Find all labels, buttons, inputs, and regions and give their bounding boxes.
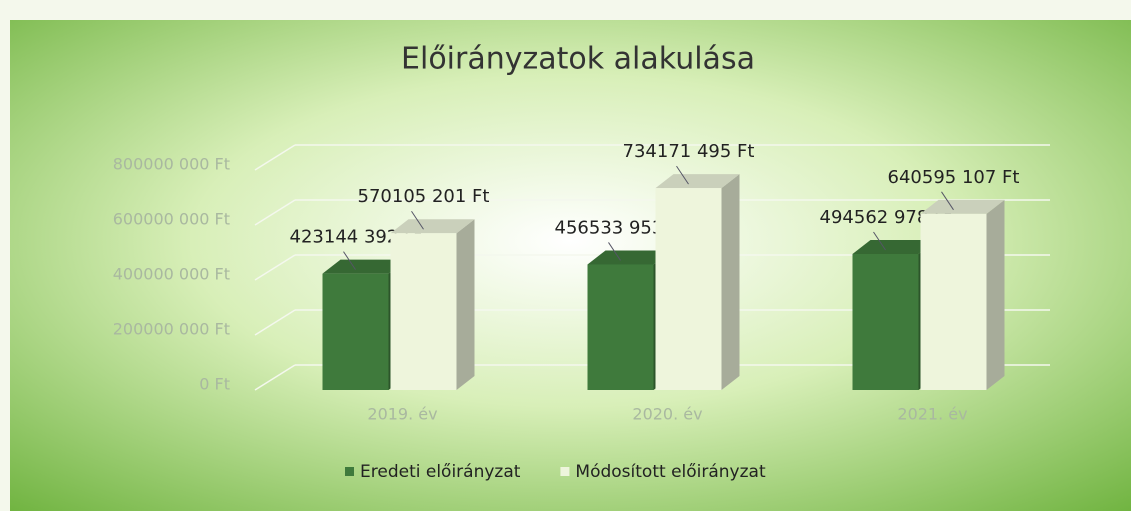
y-tick-label: 0 Ft [199,375,230,394]
bar-top [920,199,1005,214]
data-label: 734171 495 Ft [623,141,755,162]
bar-top [390,219,475,234]
x-tick-label: 2020. év [632,405,702,424]
grid-line [254,309,296,336]
data-label: 640595 107 Ft [888,167,1020,188]
bar-top [852,239,937,254]
leader-line [676,165,689,185]
legend-label: Módosított előirányzat [575,462,766,482]
y-tick-label: 800000 000 Ft [113,155,230,174]
y-tick-label: 400000 000 Ft [113,265,230,284]
legend-label: Eredeti előirányzat [360,462,521,482]
x-tick-label: 2021. év [897,405,967,424]
bar-side [456,219,475,390]
leader-line [873,231,886,251]
y-tick-label: 600000 000 Ft [113,210,230,229]
bar-top [587,250,672,265]
bar [587,264,654,390]
data-label: 494562 978 Ft [820,207,952,228]
leader-line [343,251,356,270]
grid-line [254,364,296,391]
leader-line [411,210,424,230]
grid-line [254,254,296,281]
bar-side [721,174,740,390]
data-label: 423144 392 Ft [290,227,422,248]
data-label: 570105 201 Ft [358,186,490,207]
x-tick-label: 2019. év [367,405,437,424]
y-tick-label: 200000 000 Ft [113,320,230,339]
legend-swatch [345,467,354,476]
bar [322,273,389,390]
bar [852,253,919,390]
bar-side [986,199,1005,390]
grid-line [254,199,296,226]
chart-title: Előirányzatok alakulása [401,42,755,77]
legend-swatch [560,467,570,476]
leader-line [941,191,954,211]
leader-line [608,242,621,261]
grid-line [254,144,296,171]
bar-top [322,259,407,274]
bar [920,213,987,390]
data-label: 456533 953 Ft [555,217,687,238]
bar [655,188,722,390]
bar-top [655,174,740,189]
bar [390,233,457,390]
